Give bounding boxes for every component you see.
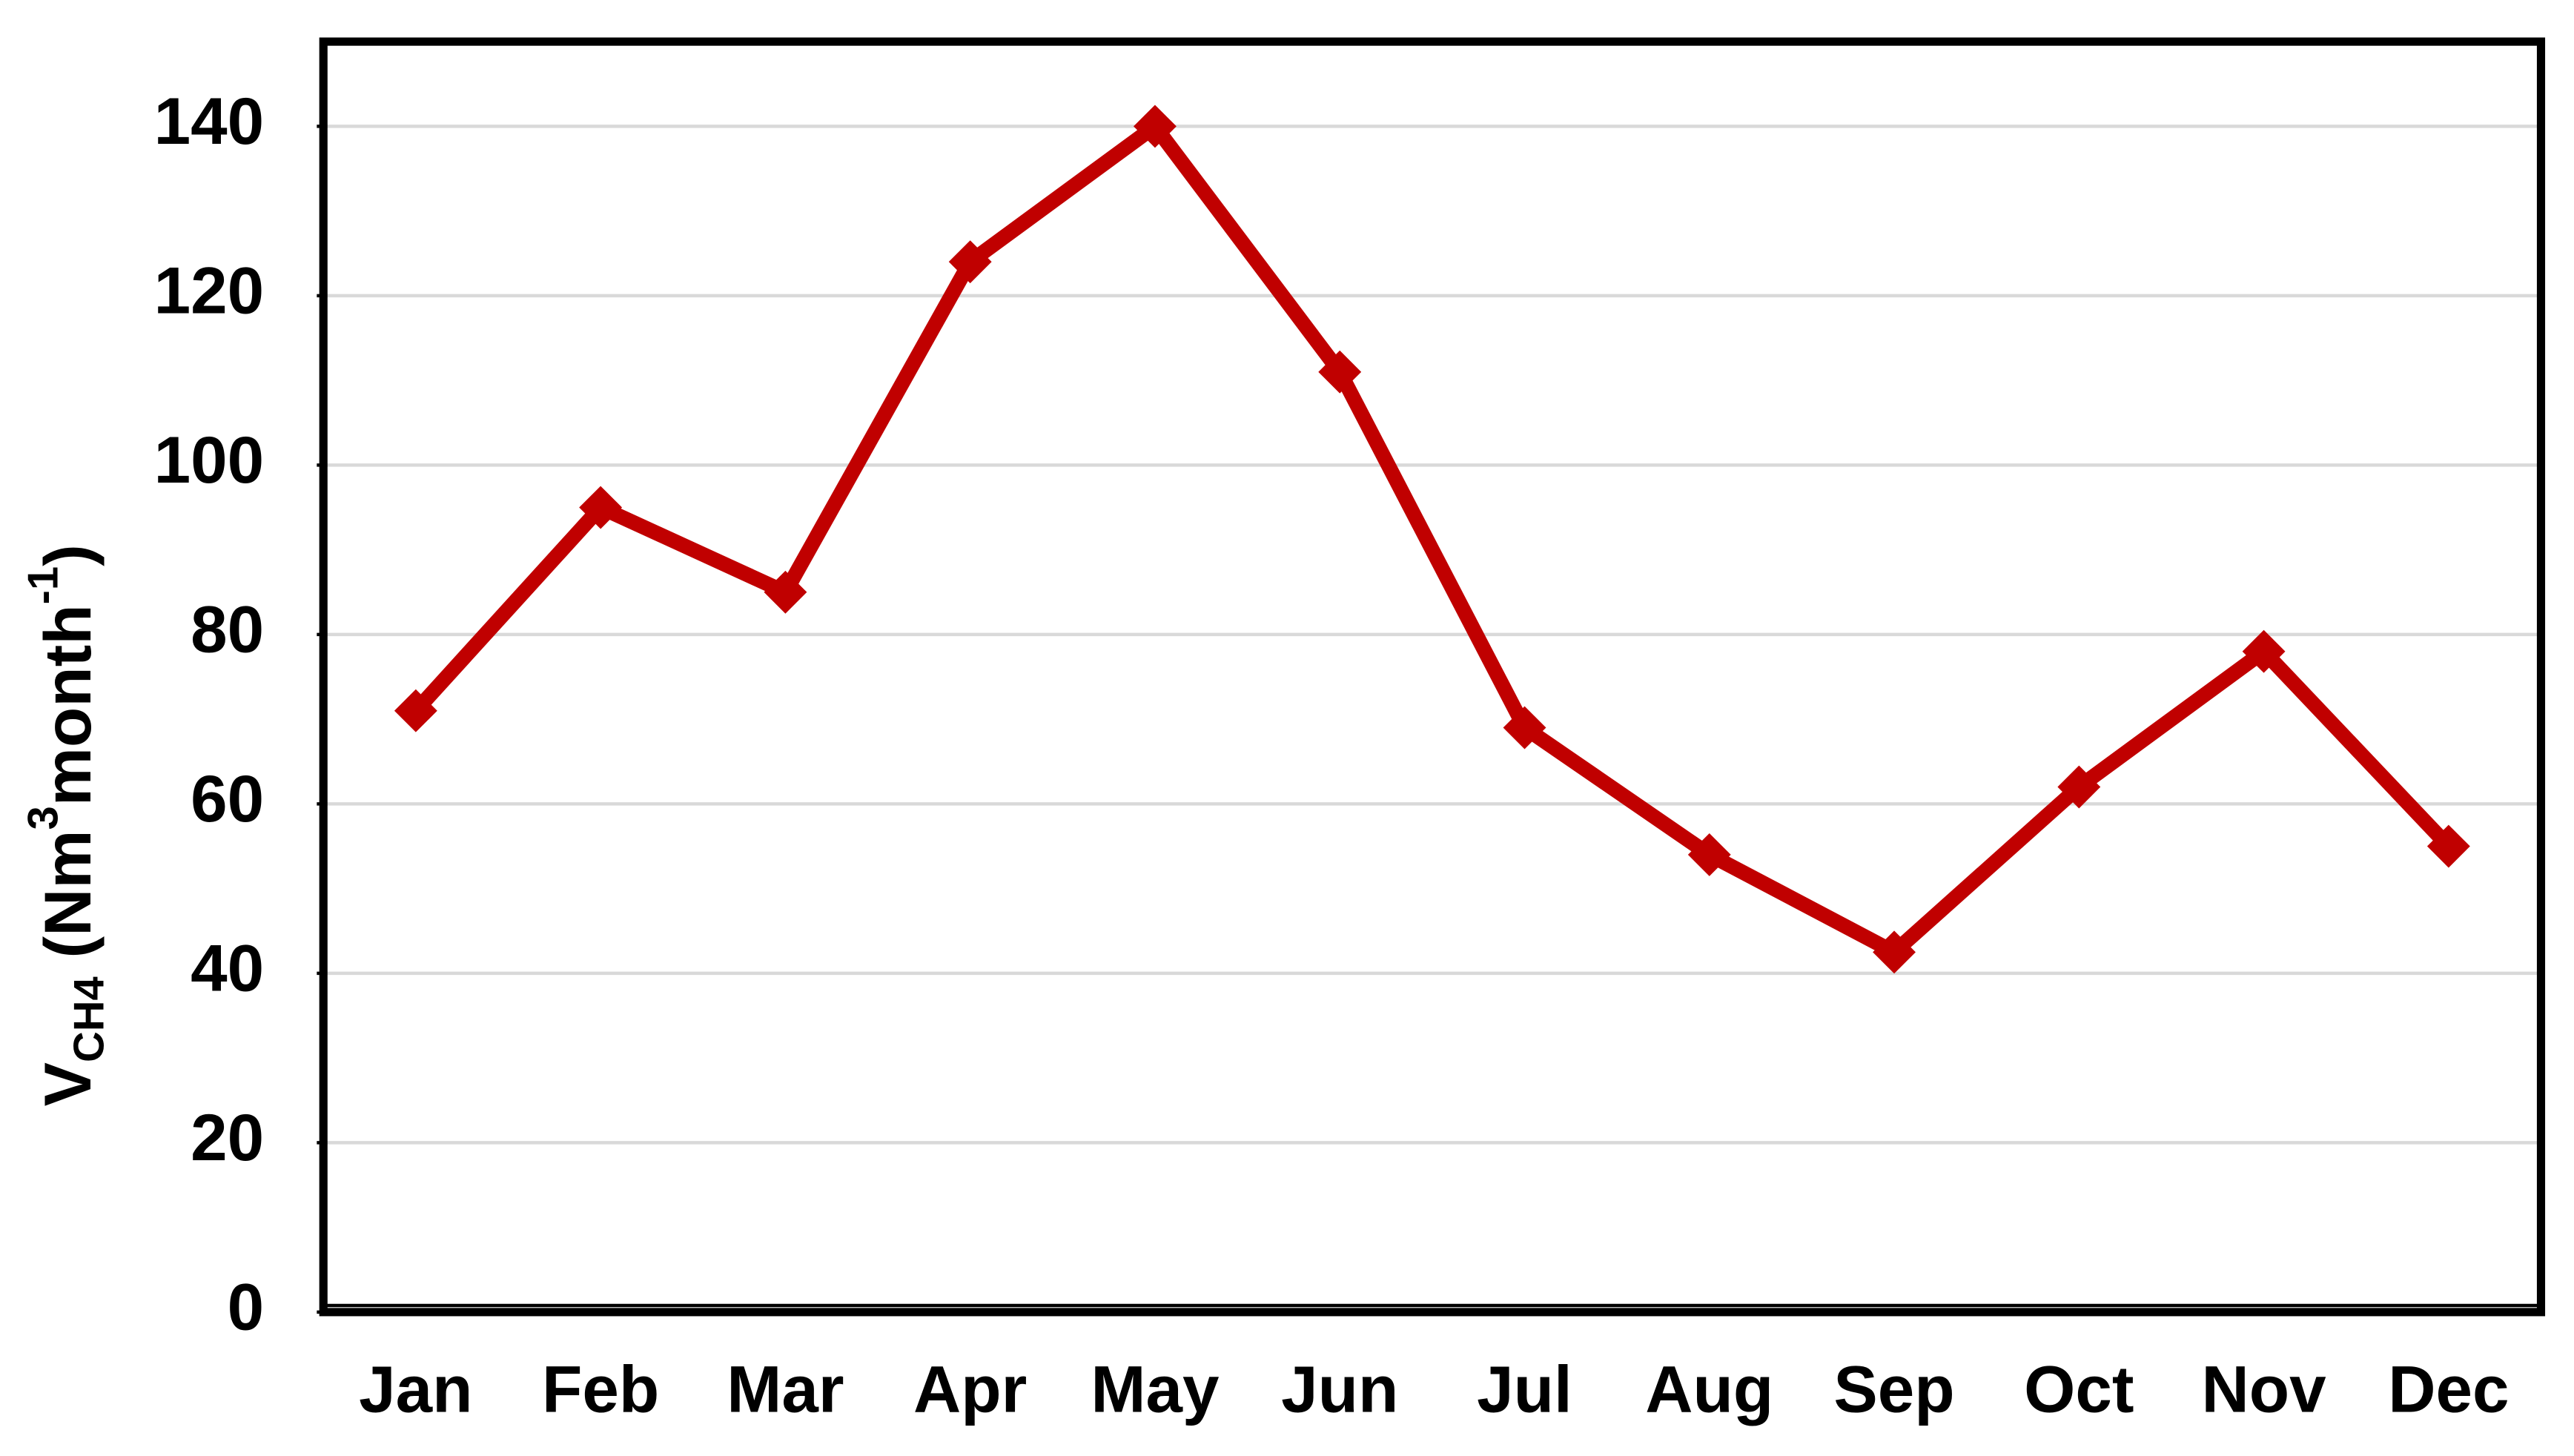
y-axis-label-part: month [30,604,104,806]
x-tick-label: Apr [913,1352,1027,1426]
x-tick-label: Aug [1645,1352,1773,1426]
y-tick-label: 20 [191,1100,264,1174]
y-tick-label: 100 [154,423,265,497]
x-tick-label: May [1091,1352,1220,1426]
marker [579,486,623,529]
x-tick-label: Jun [1281,1352,1398,1426]
marker [1873,930,1916,974]
y-tick-label: 60 [191,761,264,835]
x-tick-label: Mar [727,1352,844,1426]
y-tick-label: 140 [154,84,265,158]
y-axis-label-part: ) [30,544,104,566]
y-axis-label-part: (Nm [30,830,104,976]
x-tick-label: Nov [2201,1352,2326,1426]
x-tick-label: Sep [1833,1352,1954,1426]
y-axis-label-part: 3 [20,806,67,830]
x-tick-label: Jan [359,1352,472,1426]
marker [948,240,992,284]
y-tick-label: 120 [154,253,265,327]
y-axis-label-part: CH4 [66,976,113,1062]
marker [394,689,437,732]
marker [2426,824,2470,868]
y-tick-label: 40 [191,930,264,1005]
y-tick-label: 0 [228,1269,265,1343]
y-axis-label-part: -1 [20,566,67,604]
x-tick-label: Dec [2388,1352,2509,1426]
y-tick-label: 80 [191,592,264,666]
plot-frame [319,37,2546,1317]
line-series [410,119,2455,960]
x-tick-label: Feb [542,1352,659,1426]
x-tick-label: Jul [1477,1352,1572,1426]
y-axis-label-part: V [30,1062,104,1106]
marker [764,570,807,614]
marker [1503,706,1546,749]
marker [1318,350,1362,394]
y-axis-label: VCH4 (Nm3month-1) [20,544,113,1106]
x-tick-label: Oct [2024,1352,2134,1426]
